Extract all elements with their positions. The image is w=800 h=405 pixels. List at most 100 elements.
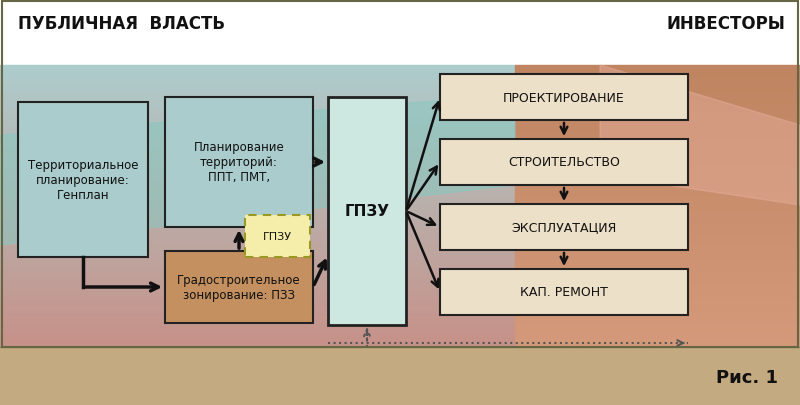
- Bar: [515, 190, 800, 193]
- Bar: [515, 77, 800, 80]
- Bar: [0, 179, 515, 182]
- Bar: [0, 148, 515, 151]
- Bar: [515, 320, 800, 323]
- Bar: [0, 196, 515, 199]
- Text: СТРОИТЕЛЬСТВО: СТРОИТЕЛЬСТВО: [508, 156, 620, 169]
- Bar: [515, 171, 800, 173]
- Bar: [0, 258, 515, 261]
- Bar: [515, 354, 800, 357]
- Bar: [0, 365, 515, 368]
- Bar: [515, 139, 800, 142]
- Bar: [515, 142, 800, 145]
- Bar: [440, 269, 688, 315]
- Bar: [0, 176, 515, 179]
- Bar: [515, 80, 800, 83]
- Bar: [515, 125, 800, 128]
- Bar: [515, 69, 800, 72]
- Bar: [0, 286, 515, 289]
- Bar: [0, 374, 515, 377]
- Bar: [0, 165, 515, 168]
- Bar: [0, 91, 515, 94]
- Bar: [515, 241, 800, 244]
- Bar: [515, 266, 800, 269]
- Bar: [0, 362, 515, 365]
- Bar: [515, 258, 800, 261]
- Bar: [0, 142, 515, 145]
- Bar: [515, 196, 800, 199]
- Bar: [515, 134, 800, 136]
- Bar: [0, 153, 515, 156]
- Bar: [515, 278, 800, 281]
- Bar: [515, 151, 800, 153]
- Bar: [515, 394, 800, 396]
- Bar: [515, 399, 800, 402]
- Bar: [0, 125, 515, 128]
- Text: ЭКСПЛУАТАЦИЯ: ЭКСПЛУАТАЦИЯ: [511, 221, 617, 234]
- Bar: [0, 351, 515, 354]
- Bar: [515, 312, 800, 315]
- Bar: [515, 168, 800, 171]
- Bar: [0, 202, 515, 205]
- Bar: [0, 354, 515, 357]
- Polygon shape: [600, 66, 800, 205]
- Bar: [0, 117, 515, 119]
- Bar: [0, 249, 515, 252]
- Bar: [0, 357, 515, 360]
- Bar: [0, 347, 800, 405]
- Bar: [515, 210, 800, 213]
- Bar: [0, 320, 515, 323]
- Bar: [0, 74, 515, 77]
- Bar: [0, 215, 515, 218]
- Bar: [515, 332, 800, 335]
- Bar: [515, 402, 800, 405]
- Bar: [515, 218, 800, 221]
- Bar: [515, 382, 800, 385]
- Bar: [515, 281, 800, 283]
- Bar: [515, 264, 800, 266]
- Bar: [0, 182, 515, 185]
- Bar: [0, 244, 515, 247]
- Bar: [0, 88, 515, 91]
- Bar: [515, 221, 800, 224]
- Bar: [515, 388, 800, 391]
- Bar: [515, 100, 800, 102]
- Bar: [515, 295, 800, 298]
- Text: Планирование
территорий:
ППТ, ПМТ,: Планирование территорий: ППТ, ПМТ,: [194, 141, 284, 184]
- Bar: [515, 188, 800, 190]
- Text: ИНВЕСТОРЫ: ИНВЕСТОРЫ: [666, 15, 785, 33]
- Bar: [2, 2, 798, 347]
- Bar: [0, 281, 515, 283]
- Bar: [515, 391, 800, 394]
- Bar: [515, 371, 800, 374]
- Bar: [515, 119, 800, 122]
- Bar: [0, 205, 515, 207]
- Bar: [0, 122, 515, 125]
- Bar: [515, 224, 800, 227]
- Bar: [0, 221, 515, 224]
- Text: ПУБЛИЧНАЯ  ВЛАСТЬ: ПУБЛИЧНАЯ ВЛАСТЬ: [18, 15, 225, 33]
- Bar: [0, 396, 515, 399]
- Bar: [0, 379, 515, 382]
- Bar: [0, 108, 515, 111]
- Bar: [0, 85, 515, 88]
- Bar: [0, 272, 515, 275]
- Bar: [515, 244, 800, 247]
- Bar: [515, 105, 800, 108]
- Bar: [0, 69, 515, 72]
- Bar: [515, 176, 800, 179]
- Bar: [0, 94, 515, 97]
- Bar: [515, 227, 800, 230]
- Bar: [515, 173, 800, 176]
- Bar: [515, 377, 800, 379]
- Bar: [0, 230, 515, 232]
- Bar: [515, 97, 800, 100]
- Bar: [515, 275, 800, 278]
- Bar: [515, 91, 800, 94]
- Bar: [0, 199, 515, 202]
- Bar: [515, 85, 800, 88]
- Bar: [440, 140, 688, 185]
- Bar: [0, 145, 515, 148]
- Bar: [0, 156, 515, 159]
- Bar: [0, 343, 515, 345]
- Bar: [515, 303, 800, 306]
